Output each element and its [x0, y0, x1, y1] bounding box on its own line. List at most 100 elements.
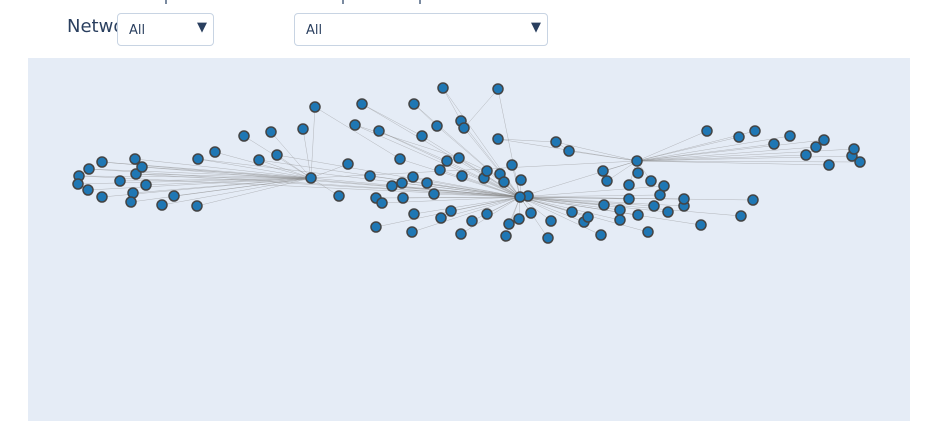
- network-node[interactable]: [492, 133, 504, 145]
- network-node[interactable]: [632, 167, 644, 179]
- network-node[interactable]: [514, 191, 526, 203]
- network-node[interactable]: [810, 141, 822, 153]
- network-node[interactable]: [632, 209, 644, 221]
- network-graph-plot[interactable]: [28, 58, 910, 421]
- network-node[interactable]: [542, 232, 554, 244]
- network-node[interactable]: [435, 212, 447, 224]
- network-node[interactable]: [456, 170, 468, 182]
- network-node[interactable]: [662, 206, 674, 218]
- network-node[interactable]: [408, 208, 420, 220]
- network-node[interactable]: [823, 159, 835, 171]
- network-node[interactable]: [800, 149, 812, 161]
- network-node[interactable]: [373, 125, 385, 137]
- network-node[interactable]: [749, 125, 761, 137]
- network-node[interactable]: [431, 120, 443, 132]
- network-node[interactable]: [445, 205, 457, 217]
- network-node[interactable]: [466, 215, 478, 227]
- network-node[interactable]: [156, 199, 168, 211]
- network-node[interactable]: [406, 226, 418, 238]
- network-node[interactable]: [114, 175, 126, 187]
- network-node[interactable]: [72, 178, 84, 190]
- network-node[interactable]: [818, 134, 830, 146]
- network-node[interactable]: [503, 218, 515, 230]
- network-node[interactable]: [545, 215, 557, 227]
- network-node[interactable]: [513, 213, 525, 225]
- network-node[interactable]: [192, 153, 204, 165]
- network-node[interactable]: [129, 153, 141, 165]
- network-node[interactable]: [455, 228, 467, 240]
- network-node[interactable]: [407, 171, 419, 183]
- network-node[interactable]: [747, 194, 759, 206]
- network-node[interactable]: [768, 138, 780, 150]
- network-node[interactable]: [848, 143, 860, 155]
- network-node[interactable]: [500, 230, 512, 242]
- network-node[interactable]: [623, 193, 635, 205]
- network-node[interactable]: [701, 125, 713, 137]
- network-node[interactable]: [498, 176, 510, 188]
- network-node[interactable]: [434, 164, 446, 176]
- network-node[interactable]: [416, 130, 428, 142]
- network-node[interactable]: [458, 122, 470, 134]
- network-node[interactable]: [614, 214, 626, 226]
- network-node[interactable]: [209, 146, 221, 158]
- network-node[interactable]: [397, 192, 409, 204]
- network-node[interactable]: [356, 98, 368, 110]
- network-node[interactable]: [191, 200, 203, 212]
- network-node[interactable]: [631, 155, 643, 167]
- network-node[interactable]: [645, 175, 657, 187]
- network-node[interactable]: [784, 130, 796, 142]
- network-node[interactable]: [614, 204, 626, 216]
- network-node[interactable]: [297, 123, 309, 135]
- network-node[interactable]: [601, 175, 613, 187]
- network-node[interactable]: [342, 158, 354, 170]
- network-node[interactable]: [386, 180, 398, 192]
- network-node[interactable]: [364, 170, 376, 182]
- network-node[interactable]: [506, 159, 518, 171]
- network-node[interactable]: [525, 207, 537, 219]
- filter-dropdown-1[interactable]: All ▼: [117, 13, 214, 46]
- network-node[interactable]: [492, 83, 504, 95]
- network-node[interactable]: [238, 130, 250, 142]
- network-node[interactable]: [623, 179, 635, 191]
- network-node[interactable]: [265, 126, 277, 138]
- network-node[interactable]: [733, 131, 745, 143]
- network-node[interactable]: [550, 136, 562, 148]
- network-node[interactable]: [140, 179, 152, 191]
- network-node[interactable]: [658, 180, 670, 192]
- network-node[interactable]: [563, 145, 575, 157]
- network-node[interactable]: [349, 119, 361, 131]
- network-node[interactable]: [595, 229, 607, 241]
- network-node[interactable]: [83, 163, 95, 175]
- network-node[interactable]: [408, 98, 420, 110]
- network-node[interactable]: [678, 193, 690, 205]
- network-node[interactable]: [582, 211, 594, 223]
- network-node[interactable]: [854, 156, 866, 168]
- network-node[interactable]: [396, 177, 408, 189]
- network-node[interactable]: [125, 196, 137, 208]
- network-node[interactable]: [453, 152, 465, 164]
- network-node[interactable]: [428, 188, 440, 200]
- network-node[interactable]: [136, 161, 148, 173]
- network-node[interactable]: [82, 184, 94, 196]
- network-node[interactable]: [515, 174, 527, 186]
- network-node[interactable]: [96, 156, 108, 168]
- network-node[interactable]: [597, 165, 609, 177]
- network-node[interactable]: [376, 197, 388, 209]
- network-node[interactable]: [168, 190, 180, 202]
- network-node[interactable]: [421, 177, 433, 189]
- network-node[interactable]: [370, 221, 382, 233]
- network-node[interactable]: [648, 200, 660, 212]
- network-node[interactable]: [305, 172, 317, 184]
- network-node[interactable]: [253, 154, 265, 166]
- network-node[interactable]: [333, 190, 345, 202]
- network-node[interactable]: [642, 226, 654, 238]
- network-node[interactable]: [441, 155, 453, 167]
- network-node[interactable]: [735, 210, 747, 222]
- network-node[interactable]: [309, 101, 321, 113]
- network-graph-svg[interactable]: [28, 58, 910, 421]
- network-node[interactable]: [598, 199, 610, 211]
- network-node[interactable]: [481, 165, 493, 177]
- network-node[interactable]: [437, 82, 449, 94]
- network-node[interactable]: [695, 219, 707, 231]
- network-node[interactable]: [271, 149, 283, 161]
